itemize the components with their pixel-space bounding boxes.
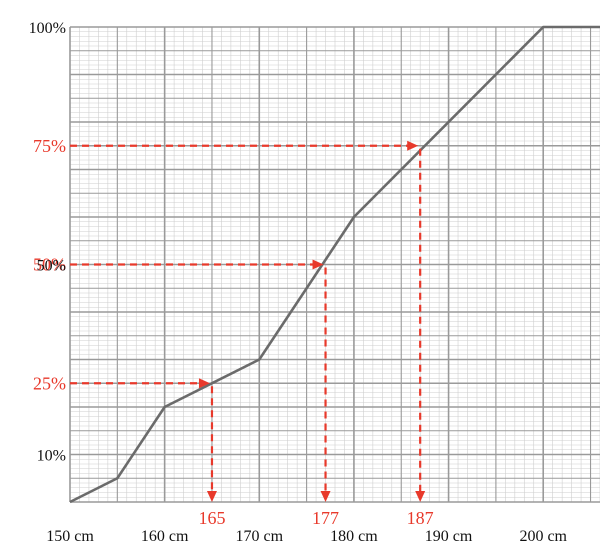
arrowhead-right-icon	[407, 140, 419, 151]
x-tick-label: 200 cm	[519, 528, 567, 545]
y-tick-label: 50%	[37, 258, 66, 275]
arrowhead-down-icon	[320, 491, 331, 502]
arrowhead-right-icon	[312, 259, 324, 270]
x-tick-label: 170 cm	[236, 528, 284, 545]
arrowhead-down-icon	[415, 491, 426, 502]
annotation-y-label: 75%	[33, 136, 66, 156]
x-tick-label: 190 cm	[425, 528, 473, 545]
axis-labels: 25% 165 50% 177 75% 187 150 cm 160 cm 170 cm 180 …	[29, 20, 568, 545]
quartile-annotations	[70, 140, 426, 502]
major-grid	[69, 26, 600, 503]
arrowhead-right-icon	[198, 378, 210, 389]
y-tick-label: 10%	[37, 448, 66, 465]
plot-area	[69, 25, 600, 504]
annotation-y-label: 50%	[33, 255, 66, 275]
arrowhead-down-icon	[206, 491, 217, 502]
annotation-x-label: 187	[407, 508, 434, 528]
annotation-x-label: 177	[312, 508, 339, 528]
x-tick-label: 160 cm	[141, 528, 189, 545]
y-tick-label: 100%	[29, 20, 66, 37]
cumulative-curve-line	[69, 25, 600, 504]
annotation-y-label: 25%	[33, 373, 66, 393]
annotation-x-label: 165	[198, 508, 225, 528]
x-tick-label: 180 cm	[330, 528, 378, 545]
x-tick-label: 150 cm	[46, 528, 94, 545]
